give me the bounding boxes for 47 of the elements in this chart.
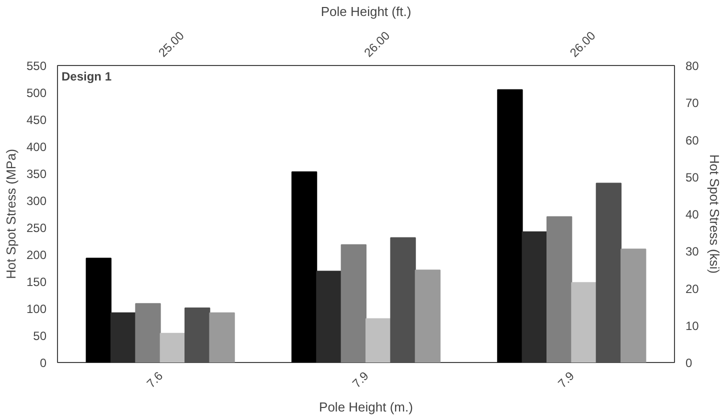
- y2-axis-title: Hot Spot Stress (ksi): [706, 154, 722, 274]
- y2-tick-label: 70: [686, 96, 700, 110]
- bar: [184, 307, 210, 362]
- y2-tick-label: 0: [686, 356, 692, 370]
- y2-tick-label: 50: [686, 170, 700, 184]
- y-tick-label: 450: [26, 113, 47, 127]
- bar: [390, 237, 416, 362]
- bar: [522, 231, 548, 362]
- y-axis-title: Hot Spot Stress (MPa): [3, 148, 18, 280]
- x-tick-label: 7.9: [350, 368, 372, 391]
- bar: [110, 312, 136, 362]
- x2-axis-title: Pole Height (ft.): [320, 4, 412, 19]
- x-tick-label: 7.6: [144, 368, 166, 391]
- y-tick-label: 50: [33, 329, 47, 343]
- bar: [414, 270, 441, 362]
- bar: [135, 303, 161, 362]
- y2-tick-label: 80: [686, 59, 700, 73]
- bar: [546, 216, 572, 362]
- bar: [497, 89, 523, 362]
- y-tick-label: 200: [26, 248, 47, 262]
- bar: [160, 332, 186, 362]
- bar: [340, 244, 366, 362]
- x-tick-label: 7.9: [555, 368, 578, 391]
- bar: [620, 248, 646, 362]
- y2-tick-label: 10: [686, 318, 700, 333]
- y2-tick-label: 30: [686, 244, 700, 259]
- y-tick-label: 350: [26, 167, 47, 181]
- y-tick-label: 500: [26, 86, 47, 100]
- bar: [571, 282, 597, 362]
- bar: [291, 171, 318, 362]
- y-tick-label: 400: [26, 140, 47, 154]
- bar: [316, 270, 342, 362]
- y-tick-label: 550: [26, 59, 47, 73]
- y-tick-label: 100: [26, 302, 47, 316]
- bar: [209, 312, 235, 362]
- bar: [366, 318, 392, 362]
- y2-tick-label: 60: [686, 133, 700, 148]
- x-axis-title: Pole Height (m.): [319, 400, 413, 415]
- annotation: Design 1: [62, 70, 112, 84]
- y-tick-label: 0: [40, 356, 47, 370]
- y-tick-label: 150: [26, 275, 47, 289]
- y2-tick-label: 20: [686, 282, 700, 296]
- bar: [596, 182, 622, 362]
- y-tick-label: 250: [26, 221, 47, 235]
- bar: [86, 258, 112, 362]
- y2-tick-label: 40: [686, 208, 700, 222]
- y-tick-label: 300: [26, 194, 47, 208]
